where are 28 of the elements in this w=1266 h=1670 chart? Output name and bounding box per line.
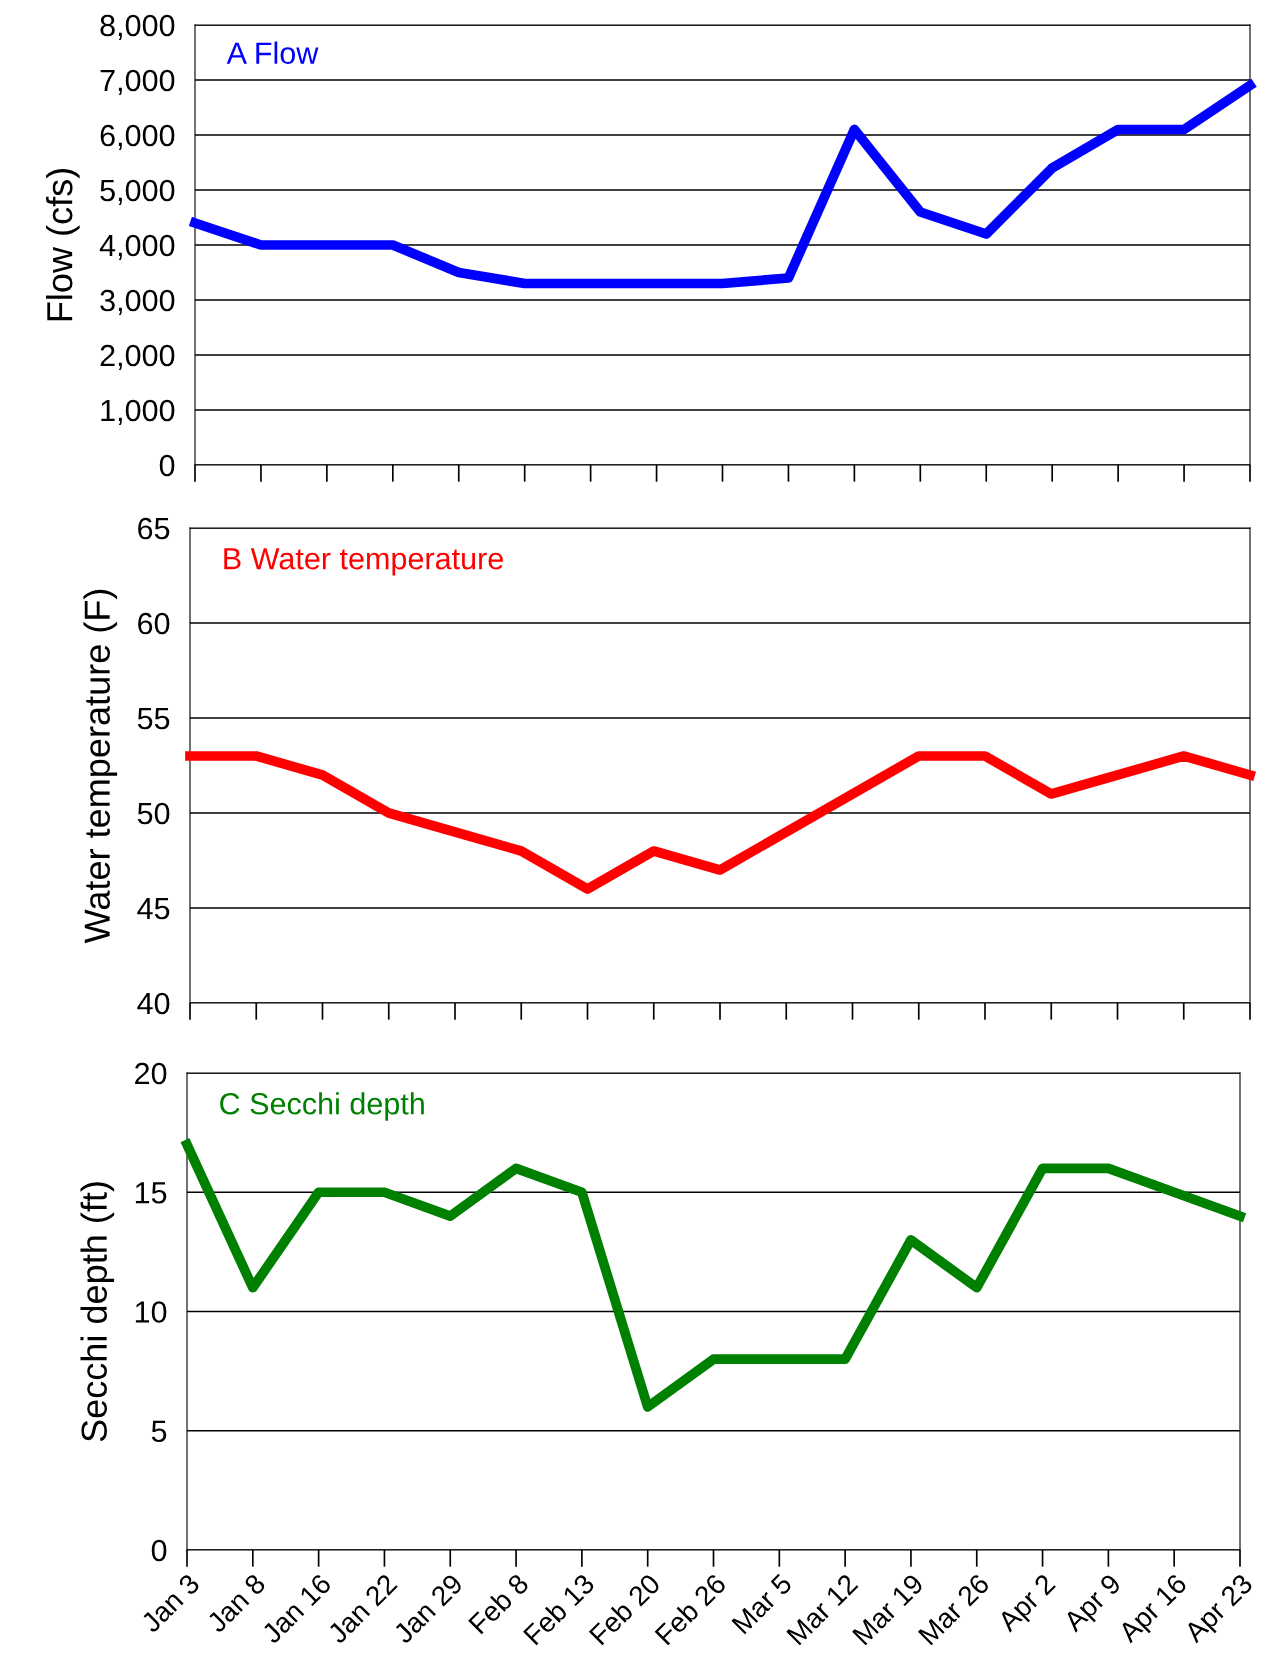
y-tick-label: 60: [138, 612, 170, 635]
y-tick-label: 10: [135, 1301, 167, 1323]
y-tick-label: 45: [137, 898, 170, 920]
y-axis-title: Water temperature (F): [83, 589, 118, 944]
x-tick-label: Jan 3: [139, 1572, 201, 1634]
annotation: A Flow: [226, 41, 319, 64]
y-tick-label: 5,000: [100, 179, 175, 205]
y-axis-title: Flow (cfs): [45, 169, 80, 321]
y-tick-label: 6,000: [100, 124, 175, 150]
y-tick-label: 0: [159, 454, 175, 477]
y-tick-label: 20: [135, 1062, 167, 1085]
y-tick-label: 3,000: [100, 289, 175, 315]
annotation: C Secchi depth: [220, 1092, 424, 1121]
y-tick-label: 15: [135, 1182, 167, 1204]
annotation: B Water temperature: [224, 548, 503, 576]
y-tick-label: 1,000: [101, 399, 175, 425]
y-tick-label: 50: [137, 802, 170, 825]
y-tick-label: 65: [138, 517, 170, 540]
y-tick-label: 40: [137, 992, 170, 1015]
x-tick-label: Apr 2: [996, 1573, 1060, 1637]
y-tick-label: 55: [137, 708, 170, 730]
y-axis-title: Secchi depth (ft): [80, 1182, 115, 1442]
y-tick-label: 4,000: [99, 234, 175, 260]
y-tick-label: 0: [151, 1539, 167, 1562]
y-tick-label: 5: [151, 1420, 167, 1443]
y-tick-label: 8,000: [100, 14, 175, 40]
y-tick-label: 7,000: [100, 69, 175, 95]
y-tick-label: 2,000: [100, 344, 175, 370]
